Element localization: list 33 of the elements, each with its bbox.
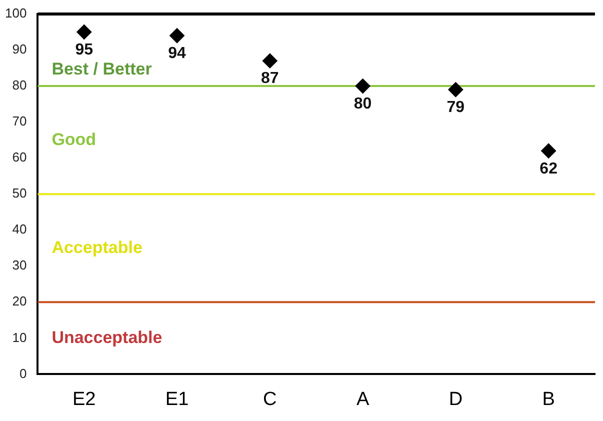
data-label: 80 bbox=[354, 95, 372, 112]
x-tick-label: E2 bbox=[72, 388, 96, 410]
y-tick-label: 0 bbox=[19, 366, 27, 381]
y-tick-label: 60 bbox=[12, 150, 27, 165]
point bbox=[262, 53, 278, 68]
y-tick-label: 80 bbox=[12, 78, 27, 93]
y-tick-label: 90 bbox=[12, 42, 27, 57]
y-tick-label: 10 bbox=[12, 330, 27, 345]
data-label: 62 bbox=[540, 160, 558, 178]
point bbox=[170, 28, 185, 44]
point bbox=[448, 82, 464, 98]
data-label: 94 bbox=[168, 45, 186, 62]
y-tick-label: 20 bbox=[12, 294, 27, 309]
x-tick-label: C bbox=[263, 388, 277, 410]
point bbox=[355, 78, 370, 94]
point bbox=[541, 143, 556, 158]
annotation: Good bbox=[52, 130, 96, 149]
y-tick-label: 30 bbox=[12, 258, 27, 273]
data-label: 79 bbox=[446, 99, 465, 116]
annotation: Best / Better bbox=[52, 60, 152, 79]
x-tick-label: E1 bbox=[165, 388, 189, 410]
y-tick-label: 50 bbox=[12, 186, 27, 201]
y-tick-label: 70 bbox=[12, 114, 27, 129]
data-label: 95 bbox=[75, 41, 94, 58]
annotation: Unacceptable bbox=[52, 328, 162, 347]
y-tick-label: 40 bbox=[12, 222, 27, 237]
annotation: Acceptable bbox=[52, 238, 142, 257]
x-tick-label: A bbox=[356, 388, 370, 410]
y-tick-label: 100 bbox=[4, 6, 27, 21]
point bbox=[76, 24, 92, 40]
data-label: 87 bbox=[261, 70, 279, 88]
x-tick-label: D bbox=[448, 388, 463, 410]
x-tick-label: B bbox=[542, 388, 555, 410]
